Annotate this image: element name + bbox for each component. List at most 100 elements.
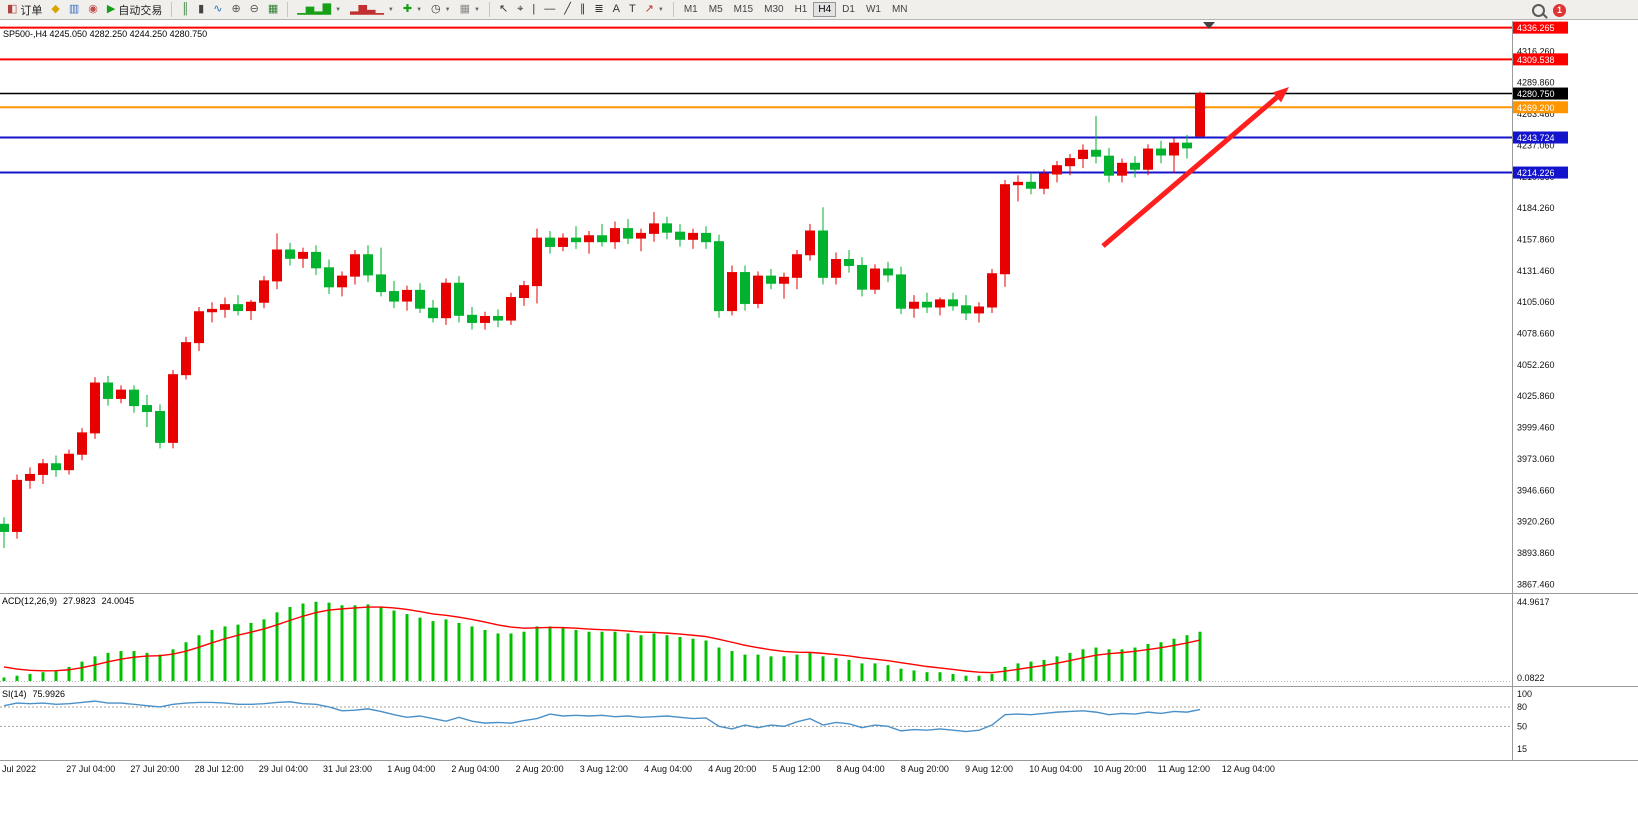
text-button[interactable]: A (609, 0, 624, 19)
macd-main-value: 27.9823 (63, 596, 96, 606)
current-price-line-price-label-text: 4280.750 (1517, 89, 1555, 99)
candle-body (311, 251, 321, 269)
candle-body (922, 301, 932, 308)
arrows-button[interactable]: ↗ ▼ (641, 0, 668, 19)
fibonacci-icon: ≣ (594, 3, 604, 15)
indicator-window-button[interactable]: ▂▆▃▁ ▼ (346, 0, 398, 19)
order-ticket-icon: ◧ (7, 3, 18, 15)
chevron-down-icon[interactable]: ▼ (335, 6, 342, 13)
tile-windows-button[interactable]: ▦ (264, 0, 282, 19)
candle-body (714, 241, 724, 312)
add-indicator-button[interactable]: ✚ ▼ (399, 0, 426, 19)
timeframe-H4[interactable]: H4 (813, 2, 837, 17)
macd-bar (1003, 666, 1007, 681)
fibonacci-button[interactable]: ≣ (590, 0, 607, 19)
macd-bar (457, 622, 461, 681)
macd-bar (1185, 635, 1189, 681)
candle-body (1169, 142, 1179, 156)
time-label: 29 Jul 04:00 (259, 764, 308, 774)
timeframe-M1[interactable]: M1 (683, 4, 698, 15)
timeframe-H1[interactable]: H1 (794, 4, 808, 15)
timeframe-MN[interactable]: MN (891, 4, 908, 15)
macd-bar (366, 604, 370, 681)
autotrading-button[interactable]: ▶ 自动交易 (103, 0, 166, 19)
timeframe-M15[interactable]: M15 (733, 4, 754, 15)
bar-chart-button[interactable]: ║ (177, 0, 193, 19)
chevron-down-icon[interactable]: ▼ (387, 6, 394, 13)
macd-scale-max: 44.9617 (1517, 597, 1550, 607)
chevron-down-icon[interactable]: ▼ (416, 6, 423, 13)
cursor-button[interactable]: ↖ (495, 0, 512, 19)
trendline-icon: ╱ (564, 3, 571, 15)
macd-bar (132, 651, 136, 681)
zoom-in-button[interactable]: ⊕ (227, 0, 244, 19)
time-axis[interactable]: Jul 2022 27 Jul 04:00 27 Jul 20:00 28 Jul 1… (2, 764, 1275, 774)
price-axis[interactable]: 4316.2604289.8604263.4604237.0604210.660… (1517, 46, 1555, 589)
line-chart-button[interactable]: ∿ (209, 0, 226, 19)
macd-bar (1055, 656, 1059, 681)
candle-body (987, 273, 997, 308)
macd-bar (223, 626, 227, 681)
svg-text:3973.060: 3973.060 (1517, 454, 1555, 464)
macd-bar (964, 675, 968, 681)
periods-button[interactable]: ◷ ▼ (427, 0, 455, 19)
candlestick-chart-button[interactable]: ▮ (194, 0, 208, 19)
candle-body (116, 389, 126, 399)
vertical-line-button[interactable]: | (528, 0, 539, 19)
chevron-down-icon[interactable]: ▼ (444, 6, 451, 13)
chevron-down-icon[interactable]: ▼ (474, 6, 480, 13)
candle-body (402, 289, 412, 302)
timeframe-W1[interactable]: W1 (865, 4, 881, 15)
templates-button[interactable]: ▦ ▼ (456, 0, 484, 19)
macd-bar (353, 605, 357, 681)
plus-icon: ✚ (402, 3, 413, 15)
candles-series (0, 91, 1205, 549)
trend-arrow[interactable] (1101, 95, 1279, 248)
time-label: 12 Aug 04:00 (1222, 764, 1275, 774)
candle-body (259, 280, 269, 303)
trend-arrow-head[interactable] (1272, 87, 1289, 103)
candle-body (324, 267, 334, 288)
trendline-button[interactable]: ╱ (560, 0, 575, 19)
channel-button[interactable]: ∥ (576, 0, 590, 19)
chevron-down-icon[interactable]: ▼ (657, 6, 664, 13)
chart-shift-marker[interactable] (1203, 22, 1215, 29)
candle-body (51, 463, 61, 471)
time-label: 4 Aug 20:00 (708, 764, 756, 774)
timeframe-M30[interactable]: M30 (764, 4, 784, 15)
horizontal-line-button[interactable]: — (540, 0, 559, 19)
candle-body (12, 479, 22, 532)
macd-bar (249, 622, 253, 681)
new-order-button[interactable]: ◧ 订单 (3, 0, 46, 19)
candle-body (454, 282, 464, 316)
svg-text:4237.060: 4237.060 (1517, 140, 1555, 150)
crosshair-button[interactable]: ⌖ (513, 0, 527, 19)
resistance-line-upper-price-label-text: 4336.265 (1517, 23, 1555, 33)
timeframe-M5[interactable]: M5 (708, 4, 723, 15)
macd-bar (327, 602, 331, 681)
macd-bar (808, 652, 812, 681)
candle-body (974, 306, 984, 314)
signals-button[interactable]: ◉ (84, 0, 102, 19)
label-button[interactable]: T (625, 0, 640, 19)
notification-badge[interactable]: 1 (1553, 3, 1566, 17)
search-icon[interactable] (1532, 3, 1545, 17)
time-label: 9 Aug 12:00 (965, 764, 1013, 774)
new-chart-button[interactable]: ◆ (47, 0, 63, 19)
macd-bar (1094, 647, 1098, 681)
macd-scale-min: 0.0822 (1517, 673, 1545, 683)
indicators-button[interactable]: ▁▅▂▇ ▼ (293, 0, 345, 19)
candle-body (129, 389, 139, 407)
candle-body (337, 275, 347, 288)
candle-body (948, 299, 958, 307)
candle-body (870, 268, 880, 290)
candle-body (831, 259, 841, 278)
market-watch-button[interactable]: ▥ (65, 0, 83, 19)
timeframe-D1[interactable]: D1 (842, 4, 855, 15)
candle-body (142, 405, 152, 412)
macd-bar (236, 624, 240, 681)
zoom-out-button[interactable]: ⊖ (246, 0, 263, 19)
macd-bar (496, 633, 500, 681)
macd-bar (613, 631, 617, 681)
